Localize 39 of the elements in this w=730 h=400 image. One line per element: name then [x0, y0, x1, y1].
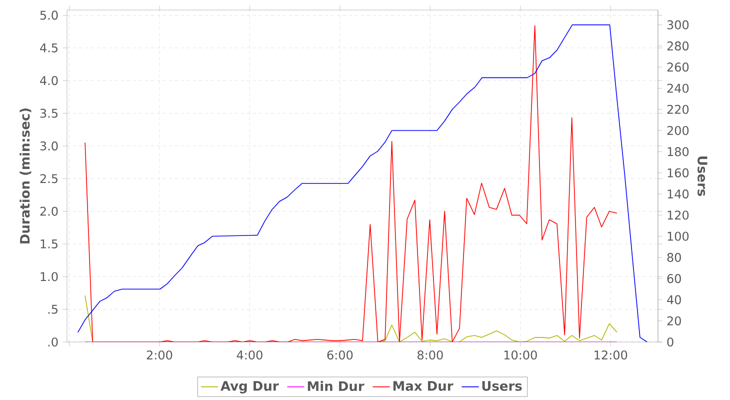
y2-tick-label: 260 [667, 62, 689, 72]
y2-tick-label: 60 [667, 274, 681, 284]
x-tick-label: 4:00 [236, 350, 262, 360]
y-tick-label: 1.5 [40, 240, 58, 248]
y2-tick-label: 200 [667, 126, 689, 136]
y-tick-label: 3.0 [40, 141, 58, 150]
x-tick-label: 8:00 [418, 350, 443, 360]
legend-label: Avg Dur [220, 381, 279, 394]
y2-tick-label: 80 [667, 252, 681, 262]
y-tick-label: 4.0 [40, 76, 58, 86]
y2-tick-label: 280 [667, 41, 689, 50]
y-tick-label: 2.5 [40, 174, 58, 184]
y2-axis-title: Users [698, 156, 708, 196]
y2-tick-label: 300 [667, 20, 689, 30]
legend-label: Max Dur [393, 381, 454, 391]
x-tick-label: 2:00 [146, 350, 172, 360]
y-tick-label: .5 [48, 304, 58, 314]
y2-tick-label: 20 [667, 316, 681, 326]
y2-tick-label: 40 [667, 295, 681, 304]
y2-tick-label: 100 [668, 232, 689, 241]
y-tick-label: 4.5 [40, 43, 58, 52]
y-tick-label: 1.0 [40, 272, 58, 282]
y2-tick-label: 140 [668, 189, 689, 199]
y2-tick-label: 160 [668, 168, 689, 178]
x-tick-label: 10:00 [504, 350, 537, 360]
legend-label: Min Dur [308, 380, 364, 392]
y2-tick-label: 240 [667, 84, 689, 93]
y2-tick-label: 0 [667, 337, 674, 347]
y-tick-label: 2.0 [40, 206, 58, 216]
y-tick-label: 5.0 [40, 10, 58, 20]
y-tick-label: 3.5 [40, 108, 58, 118]
legend-label: Users [482, 381, 522, 391]
y-tick-label: .0 [48, 337, 58, 347]
y2-tick-label: 220 [667, 104, 689, 114]
x-tick-label: 12:00 [594, 350, 628, 360]
y2-tick-label: 180 [668, 147, 689, 156]
x-tick-label: 6:00 [327, 350, 353, 360]
y2-tick-label: 120 [668, 210, 689, 220]
y-axis-title: Duration (min:sec) [20, 108, 32, 244]
